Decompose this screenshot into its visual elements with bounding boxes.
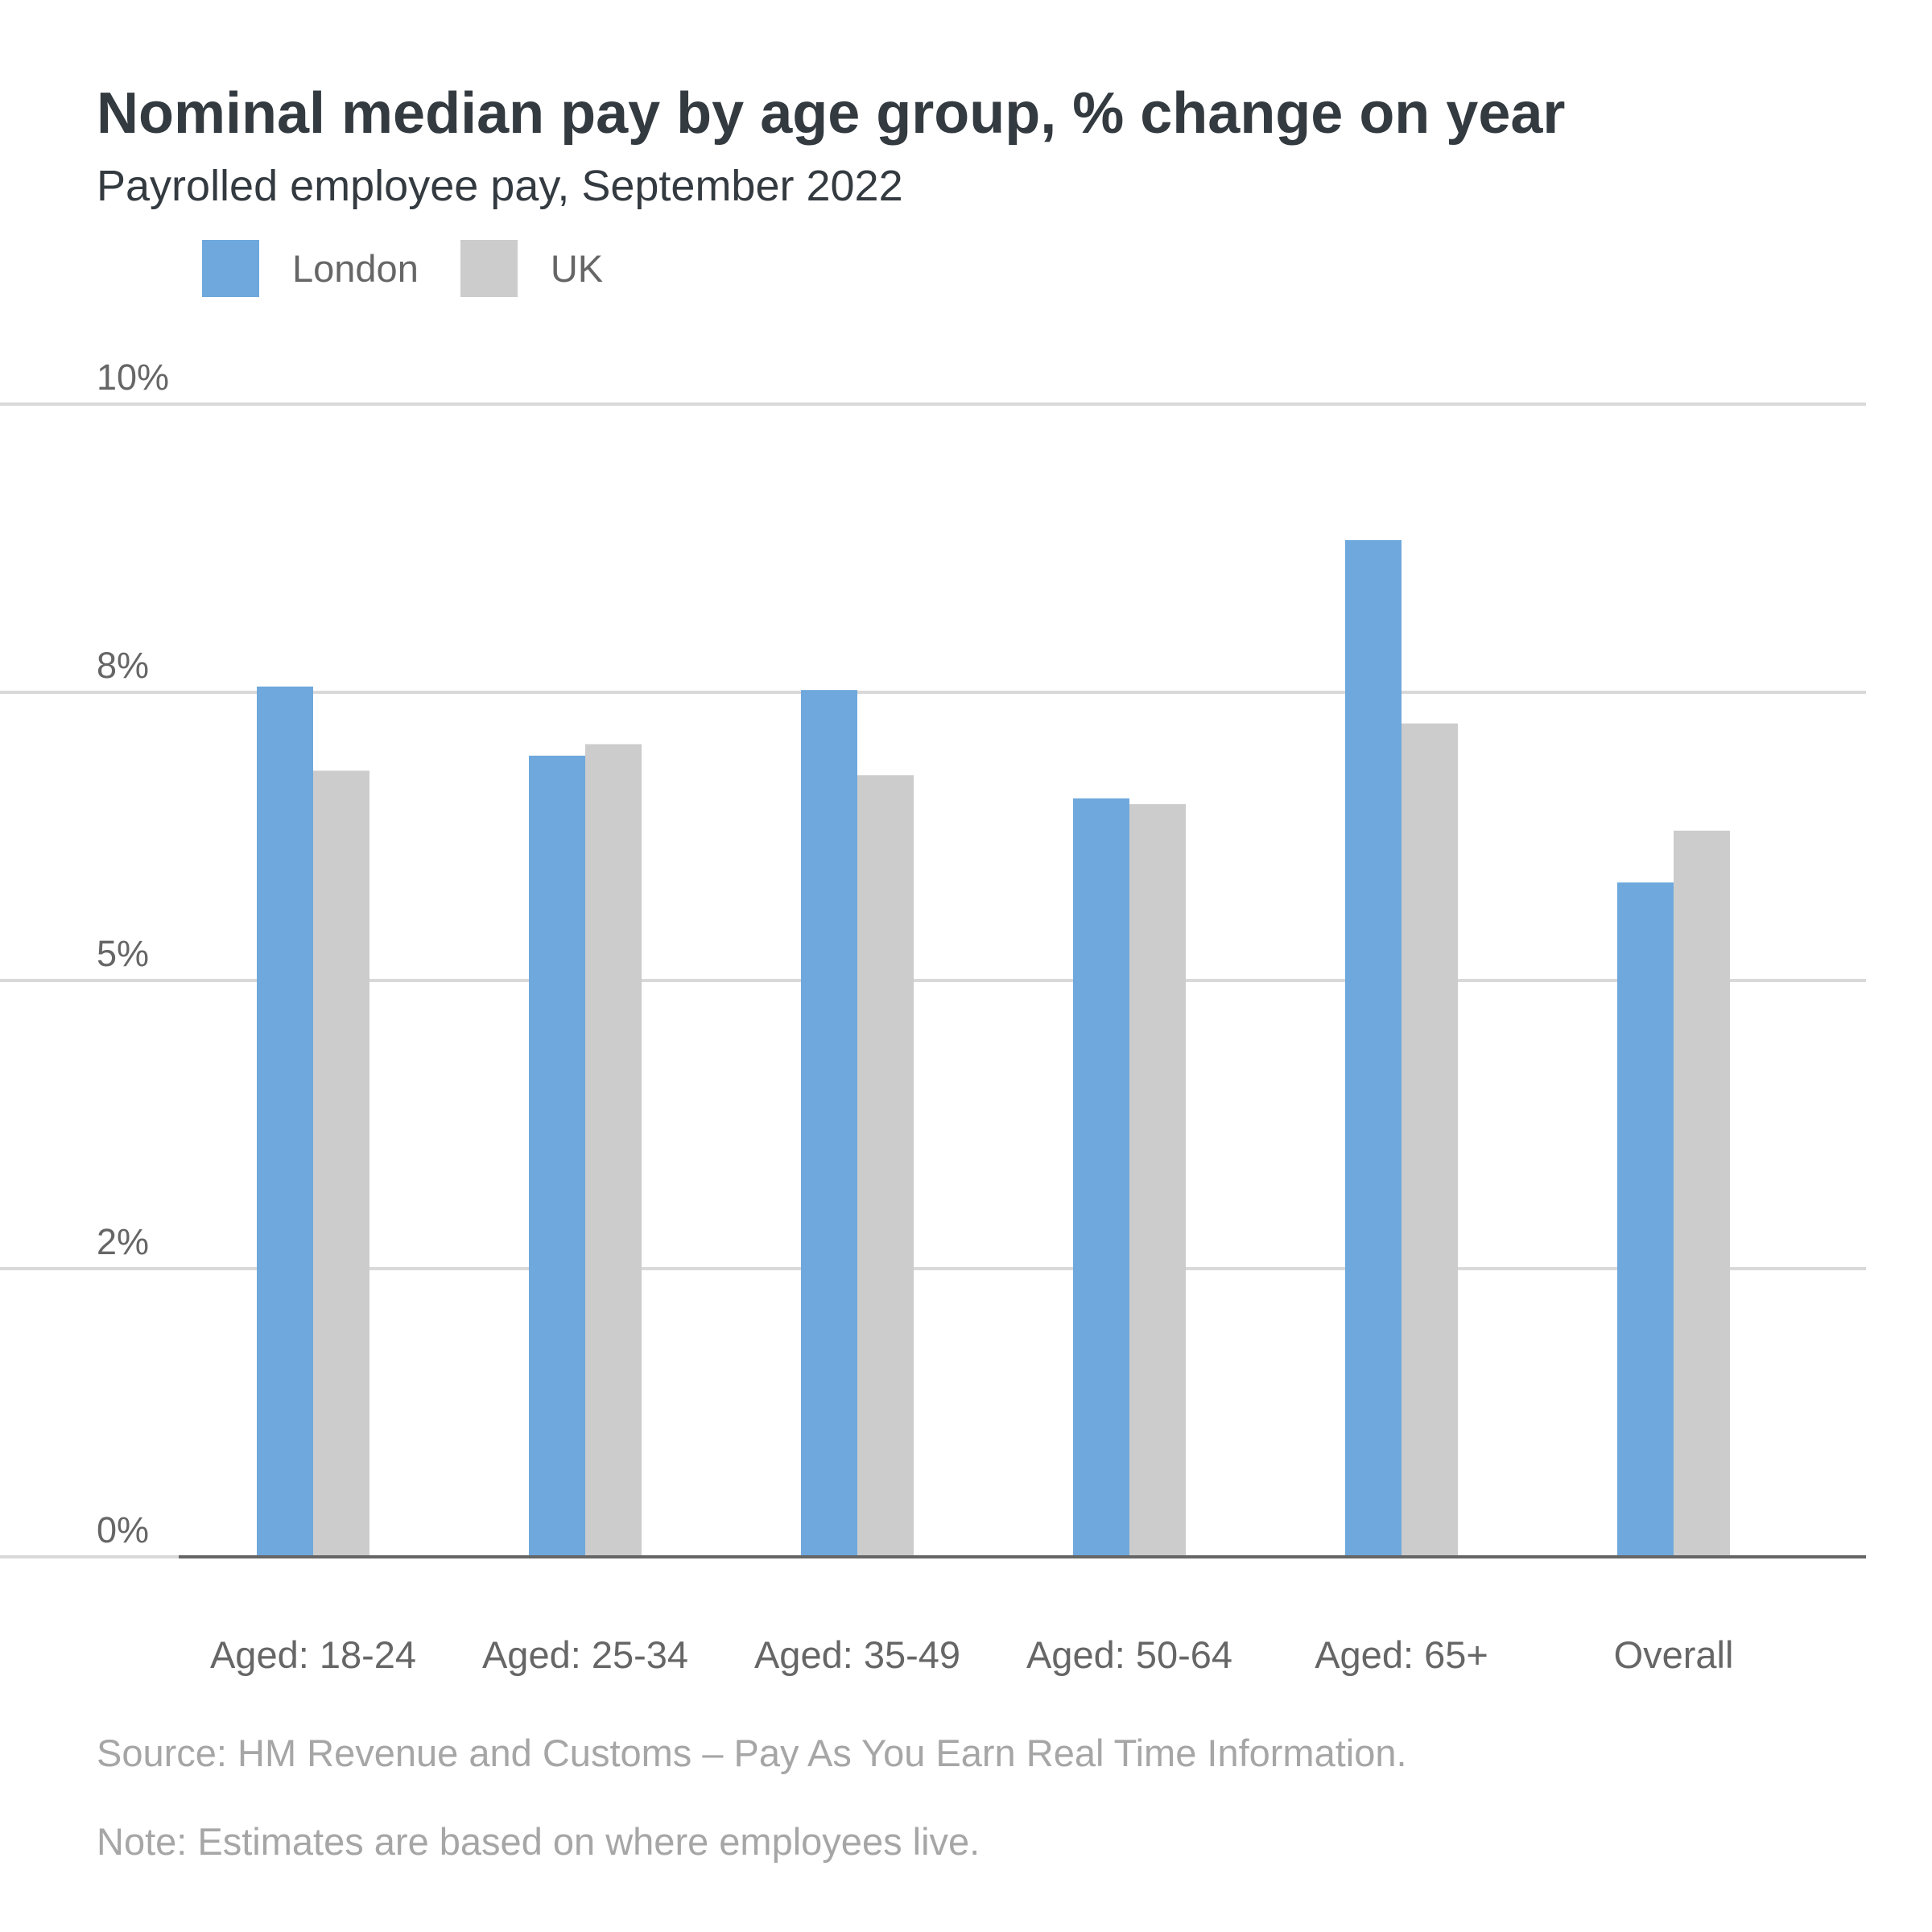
legend-swatch-london <box>202 240 259 297</box>
footnote: Note: Estimates are based on where emplo… <box>97 1820 980 1863</box>
y-tick-label: 8% <box>97 645 149 686</box>
bar-uk-0[interactable] <box>313 770 369 1557</box>
bar-uk-4[interactable] <box>1402 723 1458 1557</box>
legend-item-london[interactable]: London <box>202 240 419 297</box>
bars <box>257 539 1730 1557</box>
x-tick-label: Aged: 18-24 <box>210 1633 416 1676</box>
y-tick-label: 5% <box>97 933 149 974</box>
x-tick-label: Aged: 35-49 <box>754 1633 960 1676</box>
legend-item-uk[interactable]: UK <box>460 240 603 297</box>
bar-uk-2[interactable] <box>857 775 914 1557</box>
bar-london-4[interactable] <box>1345 539 1402 1557</box>
x-tick-label: Aged: 65+ <box>1315 1633 1488 1676</box>
legend-label-uk: UK <box>550 247 604 290</box>
y-tick-label: 2% <box>97 1221 149 1262</box>
x-tick-label: Overall <box>1614 1633 1734 1676</box>
y-tick-label: 10% <box>97 357 169 398</box>
axis-labels: 0% 2% 5% 8% 10% Aged: 18-24 Aged: 25-34 Aged: 3… <box>97 357 1733 1676</box>
y-tick-label: 0% <box>97 1509 149 1550</box>
bar-london-5[interactable] <box>1617 882 1674 1557</box>
bar-london-2[interactable] <box>801 690 857 1557</box>
bar-uk-3[interactable] <box>1129 803 1186 1557</box>
x-tick-label: Aged: 25-34 <box>482 1633 688 1676</box>
legend-label-london: London <box>292 247 419 290</box>
chart-subtitle: Payrolled employee pay, September 2022 <box>97 162 903 210</box>
bar-london-3[interactable] <box>1073 798 1129 1557</box>
bar-uk-1[interactable] <box>585 744 642 1557</box>
legend: London UK <box>202 240 645 297</box>
bar-london-0[interactable] <box>257 686 313 1557</box>
bar-london-1[interactable] <box>529 755 585 1557</box>
x-tick-label: Aged: 50-64 <box>1026 1633 1232 1676</box>
source-note: Source: HM Revenue and Customs – Pay As … <box>97 1732 1407 1774</box>
legend-swatch-uk <box>460 240 518 297</box>
chart-title: Nominal median pay by age group, % chang… <box>97 81 1566 146</box>
bar-uk-5[interactable] <box>1674 830 1730 1557</box>
